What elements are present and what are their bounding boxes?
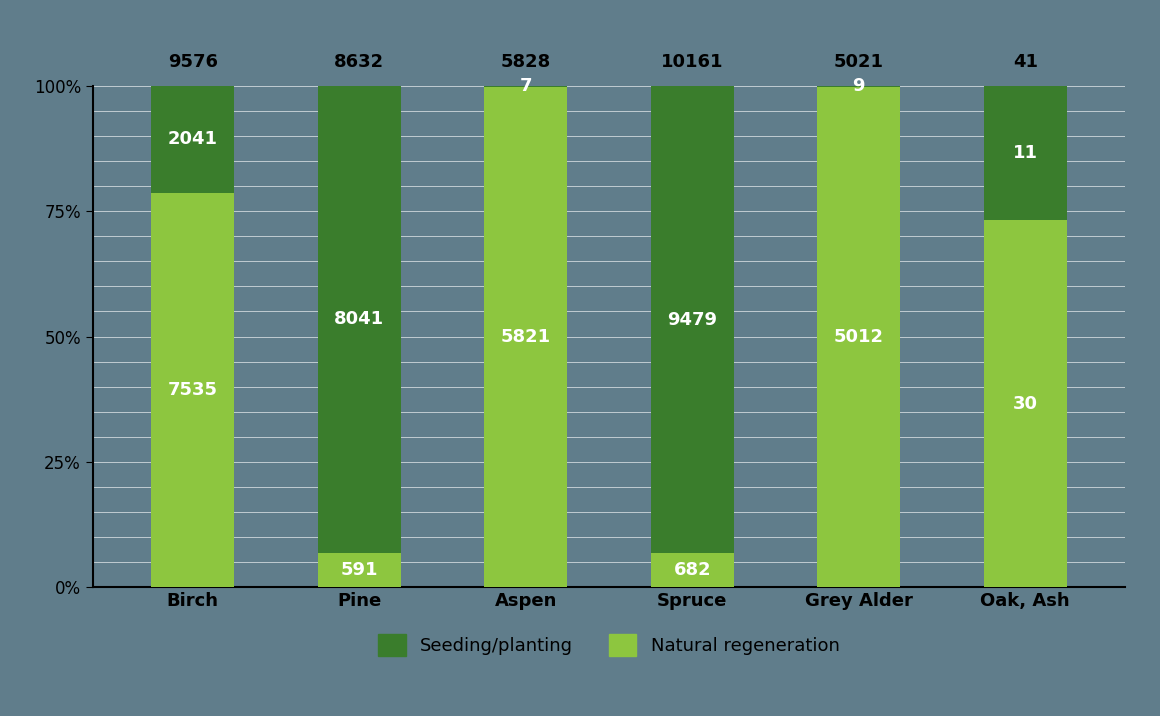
Bar [984,221,1067,587]
Bar [817,86,900,87]
Bar [984,86,1067,221]
Bar [484,87,567,587]
Bar [817,87,900,587]
Text: 10161: 10161 [661,53,724,71]
Text: 9479: 9479 [667,311,717,329]
Text: 11: 11 [1013,144,1038,162]
Text: 30: 30 [1013,395,1038,412]
Bar [318,553,401,587]
Text: 9576: 9576 [168,53,218,71]
Bar [318,86,401,553]
Text: 41: 41 [1013,53,1038,71]
Text: 8632: 8632 [334,53,384,71]
Text: 5828: 5828 [501,53,551,71]
Text: 9: 9 [853,77,865,95]
Legend: Seeding/planting, Natural regeneration: Seeding/planting, Natural regeneration [371,626,847,663]
Bar [151,193,234,587]
Text: 591: 591 [341,561,378,579]
Bar [651,553,734,587]
Bar [651,86,734,553]
Text: 5021: 5021 [834,53,884,71]
Text: 8041: 8041 [334,310,384,329]
Text: 7: 7 [520,77,532,95]
Text: 682: 682 [674,561,711,579]
Text: 5012: 5012 [834,328,884,346]
Bar [151,86,234,193]
Text: 5821: 5821 [501,328,551,346]
Text: 7535: 7535 [168,381,218,399]
Text: 2041: 2041 [168,130,218,148]
